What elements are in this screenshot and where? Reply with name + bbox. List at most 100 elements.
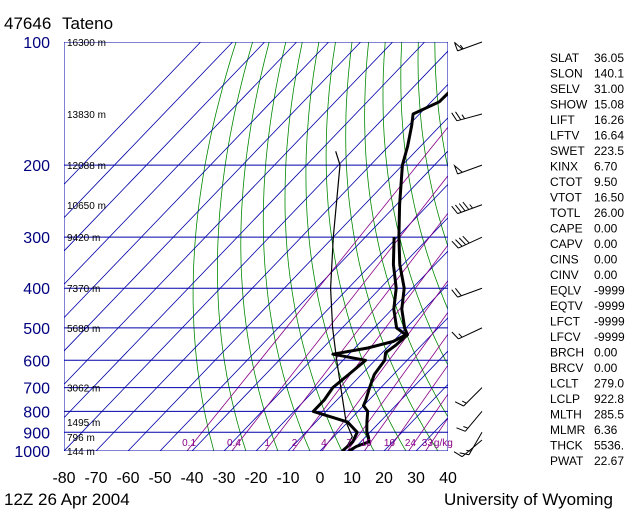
wind-barb-shape [459,432,483,456]
index-value: 279.0 [594,377,624,391]
dry-adiabat [305,42,375,451]
dry-adiabat [262,42,311,451]
pressure-tick-label: 800 [23,404,50,421]
wind-barb-shape [453,163,483,175]
dry-adiabat [634,42,640,451]
wind-barb-shape [454,41,483,52]
wind-barb-shape [454,387,483,407]
mixing-ratio-line [292,244,448,451]
mixing-ratio-line [264,212,448,451]
index-label: LCLP [550,392,580,406]
index-value: 223.5 [594,144,624,158]
isotherm [159,150,448,451]
sounding-datetime: 12Z 26 Apr 2004 [4,490,130,509]
temperature-tick-label: -60 [116,470,139,487]
index-value: 285.5 [594,408,624,422]
mixing-ratio-line [347,311,448,451]
wind-barb-shape [456,411,483,432]
wind-barb [456,411,483,432]
wind-barb-shape [451,287,483,298]
isotherm [127,117,448,451]
height-label: 796 m [67,433,95,444]
index-value: 922.8 [594,392,624,406]
pressure-tick-label: 600 [23,353,50,370]
isotherm [64,42,393,385]
mixing-ratio-label: g/kg [434,438,453,449]
station-id: 47646 [4,14,52,33]
index-value: 22.67 [594,454,624,468]
dry-adiabat [325,42,407,451]
mixing-ratio-line [364,333,448,451]
index-value: 15.08 [594,98,624,112]
isotherm [287,283,448,451]
wind-barb [453,163,483,175]
height-label: 10650 m [67,201,106,212]
height-label: 5680 m [67,324,100,335]
temperature-tick-label: 20 [375,470,393,487]
temperature-tick-label: -20 [244,470,267,487]
isotherm [255,250,448,451]
index-value: 26.00 [594,206,624,220]
isotherm [64,42,329,319]
index-value: 0.00 [594,346,618,360]
temperature-tick-label: -80 [52,470,75,487]
dry-adiabat [400,42,448,311]
index-label: SWET [550,144,585,158]
index-label: MLMR [550,423,586,437]
wind-barb-shape [451,201,483,215]
pressure-tick-label: 500 [23,321,50,338]
isotherm [95,83,448,451]
index-value: 9.50 [594,175,618,189]
isotherm [64,42,425,419]
height-label: 144 m [67,447,95,458]
pressure-tick-label: 1000 [14,444,50,461]
height-label: 7370 m [67,284,100,295]
temperature-tick-label: -50 [148,470,171,487]
mixing-ratio-label: 4 [321,438,327,449]
index-label: CINV [550,268,579,282]
isotherm [64,50,448,451]
wind-barb [451,327,483,340]
index-value: 0.00 [594,253,618,267]
pressure-tick-label: 100 [23,35,50,52]
data-source: University of Wyoming [444,490,613,509]
wind-barb-shape [451,327,483,340]
pressure-tick-label: 900 [23,425,50,442]
index-value: 0.00 [594,268,618,282]
index-label: LIFT [550,113,575,127]
index-label: CINS [550,253,579,267]
index-label: EQLV [550,284,581,298]
index-label: SLON [550,67,583,81]
index-label: CAPE [550,222,583,236]
dry-adiabat [192,42,237,451]
pressure-tick-label: 700 [23,381,50,398]
index-value: -9999 [594,315,625,329]
temperature-tick-label: -10 [276,470,299,487]
index-value: 140.1 [594,67,624,81]
index-value: 6.70 [594,160,618,174]
index-value: -9999 [594,284,625,298]
isotherm [191,183,448,451]
index-label: SELV [550,82,580,96]
height-label: 16300 m [67,38,106,49]
index-label: CTOT [550,175,583,189]
index-label: BRCH [550,346,584,360]
wind-barb-shape [451,235,483,249]
index-label: THCK [550,439,583,453]
index-label: VTOT [550,191,582,205]
mixing-ratio-label: 0.1 [182,438,196,449]
isotherm [64,42,233,219]
mixing-ratio-label: 1 [264,438,270,449]
index-value: 0.00 [594,361,618,375]
dry-adiabat [382,42,448,367]
index-label: KINX [550,160,578,174]
mixing-ratio-label: 10 [361,438,373,449]
height-label: 3062 m [67,384,100,395]
isotherm [223,217,448,451]
mixing-ratio-label: 7 [346,438,352,449]
index-label: MLTH [550,408,582,422]
index-label: BRCV [550,361,583,375]
dry-adiabat [364,42,448,418]
isotherm [351,350,448,451]
